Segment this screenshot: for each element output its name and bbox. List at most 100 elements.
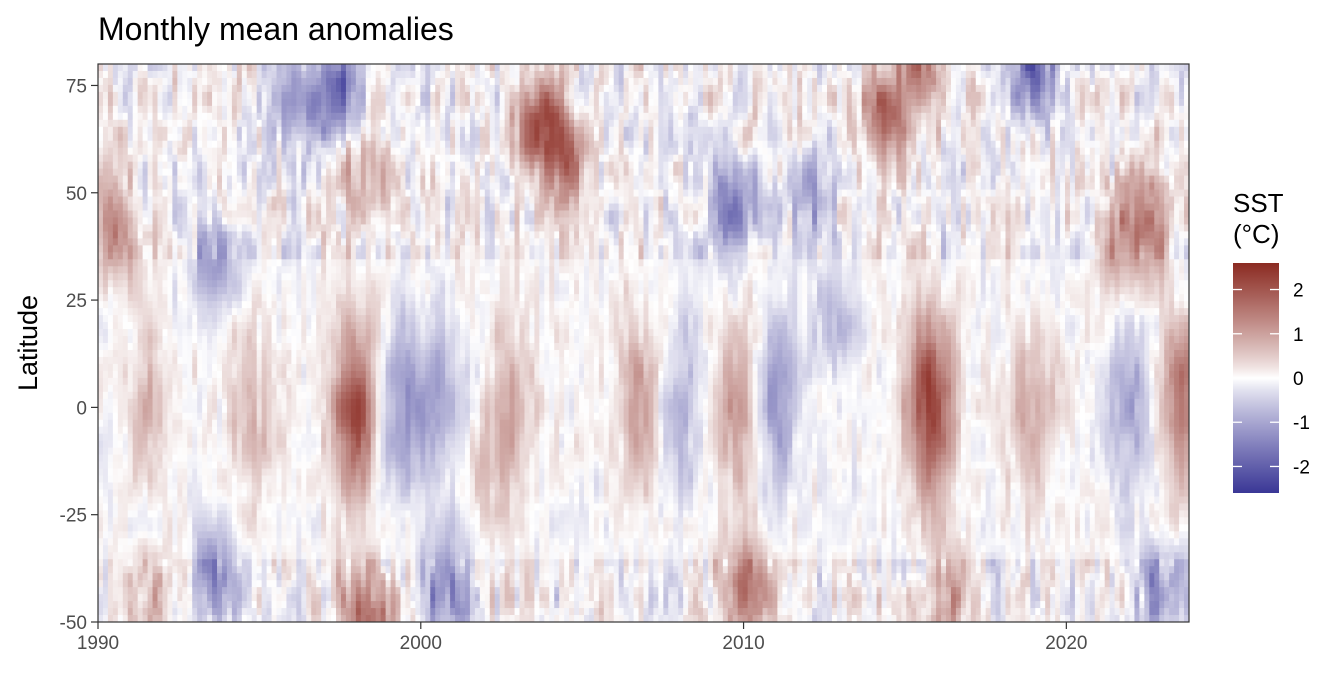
- heatmap-cell: [142, 196, 149, 205]
- heatmap-cell: [321, 370, 327, 379]
- heatmap-cell: [167, 182, 173, 191]
- heatmap-cell: [167, 517, 173, 525]
- heatmap-cell: [395, 315, 402, 323]
- heatmap-cell: [251, 531, 258, 539]
- heatmap-cell: [311, 168, 317, 177]
- heatmap-cell: [132, 98, 139, 107]
- heatmap-cell: [167, 343, 173, 351]
- heatmap-cell: [142, 475, 149, 484]
- heatmap-cell: [296, 266, 302, 274]
- heatmap-cell: [261, 559, 268, 567]
- heatmap-cell: [182, 140, 188, 149]
- heatmap-cell: [142, 454, 149, 463]
- heatmap-cell: [157, 64, 164, 72]
- heatmap-cell: [360, 161, 367, 170]
- heatmap-cell: [241, 573, 248, 581]
- heatmap-cell: [217, 147, 223, 156]
- heatmap-cell: [246, 147, 253, 156]
- heatmap-cell: [107, 140, 114, 149]
- heatmap-cell: [355, 524, 362, 532]
- heatmap-cell: [162, 510, 169, 518]
- heatmap-cell: [296, 224, 302, 232]
- heatmap-cell: [142, 329, 149, 337]
- heatmap-cell: [355, 573, 362, 581]
- heatmap-cell: [380, 140, 387, 149]
- heatmap-cell: [157, 189, 164, 198]
- heatmap-cell: [281, 308, 288, 316]
- heatmap-cell: [345, 475, 352, 484]
- heatmap-cell: [385, 510, 392, 518]
- heatmap-cell: [157, 140, 164, 149]
- heatmap-cell: [192, 461, 198, 470]
- heatmap-cell: [241, 545, 248, 553]
- heatmap-cell: [321, 70, 327, 79]
- heatmap-cell: [221, 343, 228, 351]
- heatmap-cell: [221, 154, 228, 163]
- heatmap-cell: [122, 601, 129, 609]
- heatmap-cell: [395, 308, 402, 316]
- heatmap-cell: [365, 377, 372, 386]
- heatmap-cell: [117, 196, 124, 205]
- heatmap-cell: [336, 64, 342, 72]
- heatmap-cell: [395, 377, 402, 386]
- heatmap-cell: [182, 531, 188, 539]
- heatmap-cell: [226, 84, 233, 93]
- heatmap-cell: [187, 322, 193, 330]
- heatmap-cell: [360, 363, 367, 372]
- heatmap-cell: [350, 510, 357, 518]
- heatmap-cell: [365, 77, 372, 86]
- heatmap-cell: [152, 70, 159, 79]
- heatmap-cell: [306, 112, 312, 121]
- heatmap-cell: [117, 391, 124, 400]
- heatmap-cell: [197, 426, 203, 435]
- heatmap-cell: [246, 91, 253, 100]
- heatmap-cell: [192, 377, 198, 386]
- heatmap-cell: [231, 224, 238, 232]
- heatmap-cell: [306, 356, 312, 365]
- heatmap-cell: [296, 231, 302, 239]
- heatmap-cell: [281, 147, 288, 156]
- heatmap-cell: [137, 315, 144, 323]
- heatmap-cell: [127, 175, 134, 184]
- heatmap-cell: [380, 454, 387, 463]
- heatmap-cell: [217, 203, 223, 212]
- heatmap-cell: [132, 419, 139, 428]
- heatmap-cell: [256, 594, 263, 602]
- heatmap-cell: [345, 503, 352, 511]
- heatmap-cell: [127, 329, 134, 337]
- heatmap-cell: [182, 161, 188, 170]
- heatmap-cell: [331, 91, 337, 100]
- heatmap-cell: [182, 377, 188, 386]
- heatmap-cell: [177, 245, 183, 253]
- heatmap-cell: [182, 175, 188, 184]
- heatmap-cell: [107, 112, 114, 121]
- heatmap-cell: [117, 489, 124, 498]
- heatmap-cell: [107, 608, 114, 616]
- heatmap-cell: [142, 301, 149, 309]
- heatmap-cell: [137, 594, 144, 602]
- heatmap-cell: [286, 419, 293, 428]
- heatmap-cell: [162, 70, 169, 79]
- heatmap-cell: [112, 266, 119, 274]
- heatmap-cell: [231, 370, 238, 379]
- heatmap-cell: [385, 447, 392, 456]
- heatmap-cell: [380, 608, 387, 616]
- heatmap-cell: [331, 196, 337, 205]
- heatmap-cell: [117, 308, 124, 316]
- heatmap-cell: [221, 405, 228, 414]
- heatmap-cell: [326, 294, 332, 302]
- heatmap-cell: [261, 154, 268, 163]
- heatmap-cell: [256, 545, 263, 553]
- heatmap-cell: [350, 594, 357, 602]
- heatmap-cell: [291, 147, 297, 156]
- heatmap-cell: [246, 245, 253, 253]
- heatmap-cell: [202, 601, 208, 609]
- heatmap-cell: [202, 84, 208, 93]
- heatmap-cell: [390, 489, 397, 498]
- heatmap-cell: [187, 161, 193, 170]
- heatmap-cell: [266, 168, 273, 177]
- heatmap-cell: [212, 517, 218, 525]
- heatmap-cell: [341, 482, 347, 491]
- heatmap-cell: [286, 112, 293, 121]
- heatmap-cell: [202, 531, 208, 539]
